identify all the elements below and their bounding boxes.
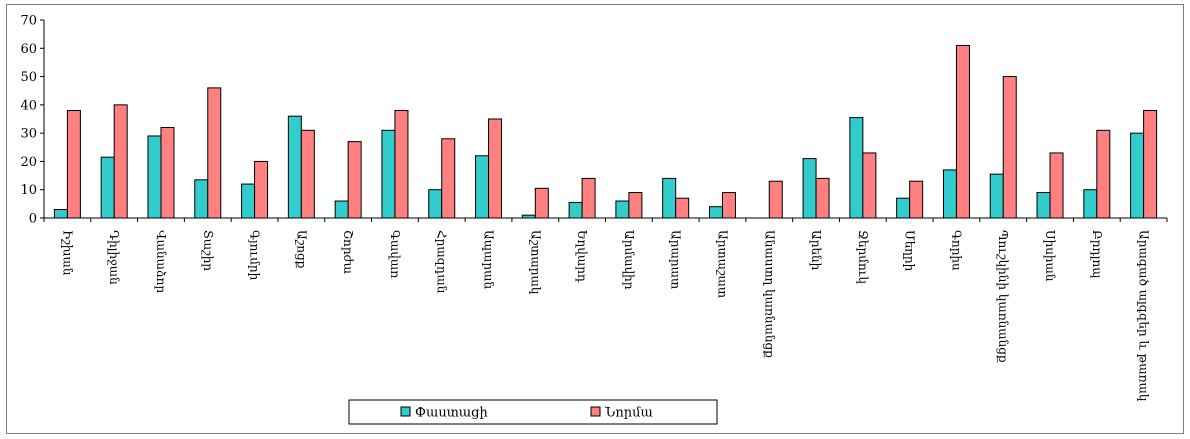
y-tick-label: 20 xyxy=(20,155,37,170)
bar-actual xyxy=(802,158,817,219)
x-category-label: Արագած ալգզեր և թառակ xyxy=(1137,230,1151,402)
bar-actual xyxy=(942,169,957,219)
x-category-label: Գավառ xyxy=(388,230,402,278)
x-category-label: Հրազդան xyxy=(435,230,449,294)
x-category-label: Աշոցք xyxy=(294,230,308,269)
x-category-label: Մեղրի xyxy=(903,230,917,272)
x-category-label: Իշխան xyxy=(60,230,74,276)
x-category-label: Աշտարակ xyxy=(528,230,542,295)
x-category-label: Դիլիջան xyxy=(107,230,121,285)
bar-norm xyxy=(909,180,924,219)
bars xyxy=(53,44,1158,219)
chart-frame xyxy=(6,4,1184,434)
x-category-label: Անաստղ կառնանցք xyxy=(762,230,776,358)
bar-actual xyxy=(615,200,630,219)
bar-norm xyxy=(347,141,362,219)
x-category-label: Գորիս xyxy=(949,230,963,271)
x-category-label: Արմավիր xyxy=(622,230,636,290)
bar-norm xyxy=(160,126,175,219)
bar-actual xyxy=(428,189,443,219)
bar-actual xyxy=(568,201,583,219)
bar-norm xyxy=(675,197,690,219)
bar-norm xyxy=(721,192,736,219)
y-tick-label: 40 xyxy=(20,98,37,113)
legend-label: Փաստացի xyxy=(415,406,488,421)
bar-actual xyxy=(241,183,256,219)
bar-norm xyxy=(113,104,128,219)
bar-actual xyxy=(1083,189,1098,219)
legend: Փաստացի Նորմա xyxy=(348,399,718,425)
bar-actual xyxy=(662,177,677,219)
bar-norm xyxy=(815,177,830,219)
bar-norm xyxy=(207,87,222,219)
bar-norm xyxy=(1002,76,1017,219)
x-category-label: Տաշիր xyxy=(201,230,215,271)
bar-norm xyxy=(768,180,783,219)
bar-actual xyxy=(100,156,115,219)
bar-norm xyxy=(254,160,269,219)
y-tick-label: 0 xyxy=(29,212,37,227)
bar-norm xyxy=(581,177,596,219)
bar-norm xyxy=(488,118,503,219)
x-category-label: Ապարան xyxy=(482,230,496,290)
bar-actual xyxy=(849,117,864,219)
legend-swatch xyxy=(590,406,601,417)
bar-actual xyxy=(334,200,349,219)
bar-actual xyxy=(1036,192,1051,219)
x-category-label: Վանաձոր xyxy=(154,230,168,293)
bar-actual xyxy=(53,209,68,219)
x-category-label: Արենի xyxy=(809,230,823,271)
x-category-label: Սիսիան xyxy=(1043,230,1057,282)
bar-norm xyxy=(534,187,549,219)
bar-actual xyxy=(896,197,911,219)
bar-norm xyxy=(66,110,81,219)
bar-norm xyxy=(1143,110,1158,219)
y-tick-label: 70 xyxy=(20,14,37,29)
x-category-label: Արտաշատ xyxy=(715,230,729,298)
bar-norm xyxy=(300,129,315,219)
bar-norm xyxy=(394,110,409,219)
x-category-label: Բրդլոպ xyxy=(1090,230,1104,279)
bar-norm xyxy=(1096,129,1111,219)
y-tick-label: 50 xyxy=(20,70,37,85)
bar-norm xyxy=(1049,152,1064,219)
bar-norm xyxy=(441,138,456,219)
bar-norm xyxy=(862,152,877,219)
x-category-label: Գյումրի xyxy=(248,230,262,281)
bar-actual xyxy=(708,206,723,219)
x-category-label: Արարատ xyxy=(669,230,683,289)
bar-norm xyxy=(628,192,643,219)
legend-box xyxy=(348,399,718,425)
bar-actual xyxy=(1130,132,1145,219)
y-tick-label: 10 xyxy=(20,183,37,198)
y-axis: 0 10 20 30 40 50 60 70 xyxy=(20,14,45,227)
y-tick-label: 60 xyxy=(20,42,37,57)
x-category-label: Շորժա xyxy=(341,230,355,274)
x-category-label: Ջերմուկ xyxy=(856,230,870,285)
bar-actual xyxy=(194,179,209,219)
bar-actual xyxy=(381,129,396,219)
bar-norm xyxy=(955,44,970,219)
bar-actual xyxy=(287,115,302,219)
bar-actual xyxy=(989,173,1004,219)
x-category-label: Եղվարդ xyxy=(575,230,589,283)
x-category-label: Պուշկինի կառնանցք xyxy=(996,230,1010,363)
legend-label: Նորմա xyxy=(604,406,653,421)
y-tick-label: 30 xyxy=(20,127,37,142)
legend-swatch xyxy=(400,406,411,417)
x-axis: Իշխան Դիլիջան Վանաձոր Տաշիր Գյումրի Աշոցք Շորժ… xyxy=(43,217,1168,402)
bar-actual xyxy=(147,135,162,219)
bar-actual xyxy=(475,155,490,219)
